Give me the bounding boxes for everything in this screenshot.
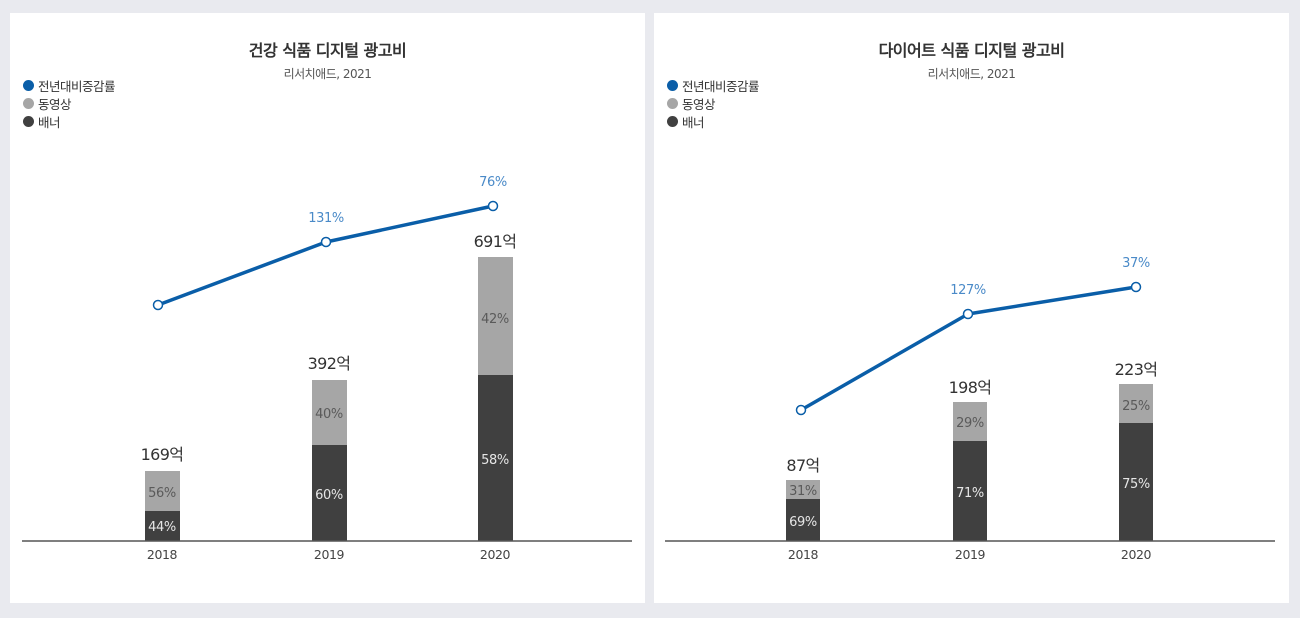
bar-segment-video-2020 [1119, 384, 1153, 423]
pct-banner-2019: 60% [315, 488, 343, 503]
bar-total-2020: 223억 [1115, 360, 1158, 379]
x-tick-2018: 2018 [788, 547, 819, 562]
bar-total-2020: 691억 [474, 232, 517, 251]
legend-label: 배너 [682, 114, 705, 130]
legend-label: 동영상 [682, 96, 716, 112]
chart-plot-area: 87억 198억 223억 31% 69% 29% 71% 25% 75% 12… [665, 256, 1275, 562]
chart-subtitle: 리서치애드, 2021 [283, 67, 372, 81]
pct-video-2020: 42% [481, 312, 509, 327]
pct-video-2020: 25% [1122, 399, 1150, 414]
pct-banner-2020: 58% [481, 453, 509, 468]
bar-segment-banner-2020 [478, 375, 513, 541]
x-tick-2019: 2019 [955, 547, 986, 562]
legend-dot-icon [23, 115, 34, 127]
x-tick-2019: 2019 [314, 547, 345, 562]
legend-dot-icon [23, 97, 34, 109]
chart-legend: 전년대비증감률 동영상 배너 [23, 76, 116, 130]
x-tick-2020: 2020 [480, 547, 511, 562]
yoy-label-2020: 76% [479, 175, 507, 190]
chart-title: 건강 식품 디지털 광고비 [248, 41, 407, 60]
bar-segment-banner-2019 [312, 445, 347, 541]
yoy-point-2019 [320, 236, 332, 248]
yoy-label-2020: 37% [1122, 256, 1150, 271]
legend-label: 동영상 [38, 96, 72, 112]
pct-banner-2020: 75% [1122, 477, 1150, 492]
x-tick-2018: 2018 [147, 547, 178, 562]
pct-video-2019: 29% [956, 416, 984, 431]
legend-dot-icon [23, 79, 34, 91]
pct-video-2018: 56% [148, 486, 176, 501]
bar-segment-video-2020 [478, 257, 513, 375]
legend-item-video: 동영상 [667, 94, 759, 112]
chart-title: 다이어트 식품 디지털 광고비 [878, 41, 1065, 60]
legend-item-yoy: 전년대비증감률 [23, 76, 116, 94]
x-tick-2020: 2020 [1121, 547, 1152, 562]
pct-video-2018: 31% [789, 484, 817, 499]
legend-item-yoy: 전년대비증감률 [667, 76, 760, 94]
pct-banner-2019: 71% [956, 486, 984, 501]
pct-video-2019: 40% [315, 407, 343, 422]
bar-total-2019: 392억 [308, 354, 351, 373]
legend-dot-icon [667, 97, 678, 109]
chart-plot-area: 169억 392억 691억 56% 44% 40% 60% 42% 58% 1… [22, 175, 632, 562]
yoy-point-2020 [1130, 281, 1142, 293]
bar-segment-banner-2019 [953, 441, 987, 541]
pct-banner-2018: 69% [789, 515, 817, 530]
yoy-point-2018 [795, 404, 807, 416]
bar-total-2018: 169억 [141, 445, 184, 464]
bar-segment-video-2019 [312, 380, 347, 445]
yoy-label-2019: 131% [308, 211, 344, 226]
legend-dot-icon [667, 115, 678, 127]
yoy-label-2019: 127% [950, 283, 986, 298]
pct-banner-2018: 44% [148, 520, 176, 535]
chart-subtitle: 리서치애드, 2021 [927, 67, 1016, 81]
bar-segment-video-2018 [786, 480, 820, 499]
bar-segment-banner-2020 [1119, 423, 1153, 541]
legend-label: 전년대비증감률 [682, 78, 760, 94]
legend-item-banner: 배너 [667, 112, 759, 130]
chart-legend: 전년대비증감률 동영상 배너 [667, 76, 760, 130]
legend-label: 배너 [38, 114, 61, 130]
yoy-point-2019 [962, 308, 974, 320]
legend-label: 전년대비증감률 [38, 78, 116, 94]
bar-segment-banner-2018 [145, 511, 180, 541]
bar-total-2019: 198억 [949, 378, 992, 397]
bar-segment-video-2019 [953, 402, 987, 441]
legend-item-banner: 배너 [23, 112, 115, 130]
bar-segment-banner-2018 [786, 499, 820, 541]
bar-total-2018: 87억 [786, 456, 819, 475]
bar-segment-video-2018 [145, 471, 180, 511]
yoy-point-2020 [487, 200, 499, 212]
chart-panel-health-food: 건강 식품 디지털 광고비 리서치애드, 2021 전년대비증감률 동영상 배너… [10, 13, 645, 603]
legend-item-video: 동영상 [23, 94, 115, 112]
chart-panel-diet-food: 다이어트 식품 디지털 광고비 리서치애드, 2021 전년대비증감률 동영상 … [654, 13, 1289, 603]
yoy-point-2018 [152, 299, 164, 311]
legend-dot-icon [667, 79, 678, 91]
